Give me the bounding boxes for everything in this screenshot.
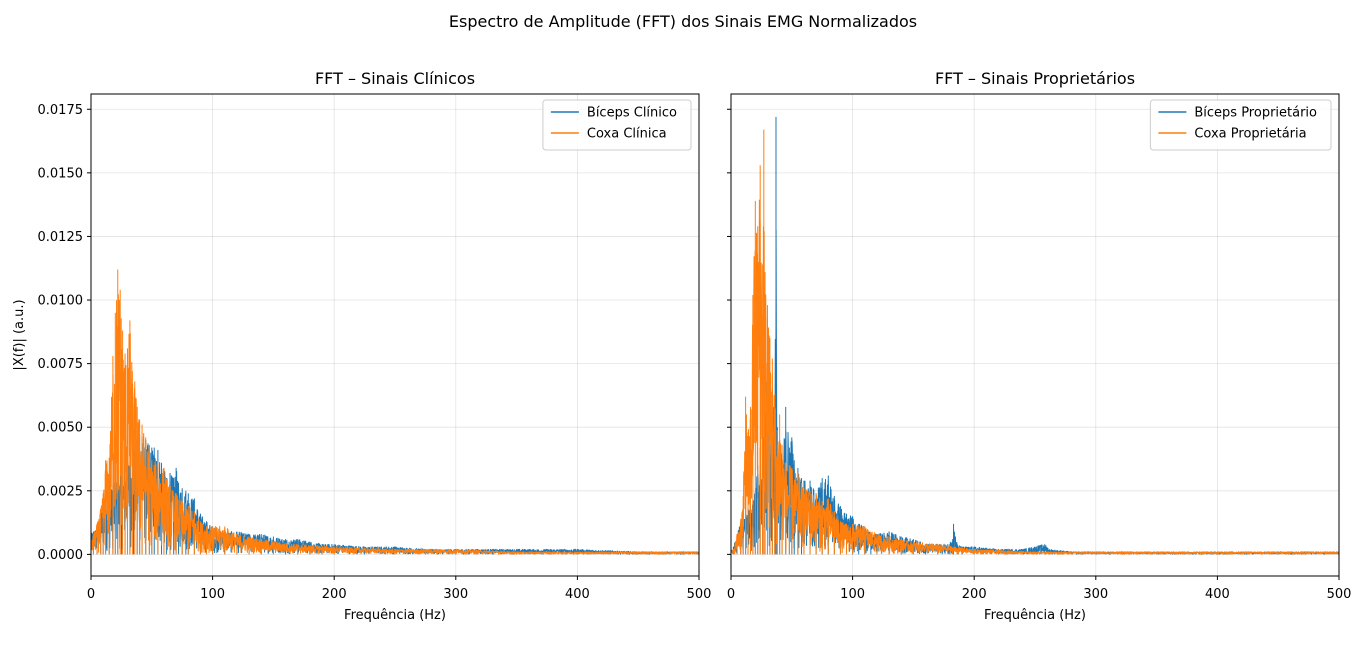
legend-frame — [1149, 99, 1332, 151]
legend: Bíceps Clínico Coxa Clínica — [542, 99, 692, 151]
x-tick-label: 100 — [840, 587, 865, 602]
y-tick-label: 0.0075 — [38, 357, 84, 372]
y-tick-label: 0.0000 — [38, 548, 84, 563]
x-axis-label: Frequência (Hz) — [344, 608, 446, 623]
x-tick-label: 200 — [322, 587, 347, 602]
y-tick-label: 0.0150 — [38, 166, 84, 181]
y-tick-label: 0.0050 — [38, 421, 84, 436]
x-tick-label: 300 — [443, 587, 468, 602]
legend-label: Coxa Proprietária — [1194, 127, 1306, 142]
plot-frame — [730, 93, 1340, 577]
legend-label: Bíceps Proprietário — [1194, 106, 1317, 121]
series-layer — [731, 116, 1339, 555]
subplot-clinical: 0 100 200 300 400 500 0.0000 0.0025 0.0050 0.0075… — [12, 69, 711, 623]
y-tick-label: 0.0025 — [38, 484, 84, 499]
x-tick-label: 500 — [687, 587, 712, 602]
x-tick-label: 400 — [565, 587, 590, 602]
figure-suptitle: Espectro de Amplitude (FFT) dos Sinais E… — [449, 12, 917, 31]
legend-label: Bíceps Clínico — [587, 106, 677, 121]
x-tick-label: 400 — [1205, 587, 1230, 602]
x-tick-label: 200 — [962, 587, 987, 602]
x-tick-label: 300 — [1083, 587, 1108, 602]
y-tick-label: 0.0125 — [38, 230, 84, 245]
x-axis-label: Frequência (Hz) — [984, 608, 1086, 623]
subplot-title: FFT – Sinais Proprietários — [935, 69, 1135, 88]
legend: Bíceps Proprietário Coxa Proprietária — [1149, 99, 1332, 151]
plot-frame — [90, 93, 700, 577]
x-tick-label: 500 — [1327, 587, 1352, 602]
x-tick-label: 0 — [87, 587, 95, 602]
y-tick-label: 0.0100 — [38, 294, 84, 309]
axis-ticks: 0 100 200 300 400 500 0.0000 0.0025 0.0050 0.0075… — [38, 103, 712, 602]
x-tick-label: 0 — [727, 587, 735, 602]
y-tick-label: 0.0175 — [38, 103, 84, 118]
y-axis-label: |X(f)| (a.u.) — [12, 299, 27, 370]
legend-label: Coxa Clínica — [587, 127, 667, 142]
subplot-proprietary: 0 100 200 300 400 500 FFT – Sinais Proprietár… — [727, 69, 1352, 623]
x-tick-label: 100 — [200, 587, 225, 602]
axis-ticks: 0 100 200 300 400 500 — [727, 108, 1352, 602]
subplot-title: FFT – Sinais Clínicos — [315, 69, 475, 88]
series-layer — [91, 269, 699, 555]
legend-frame — [542, 99, 692, 151]
